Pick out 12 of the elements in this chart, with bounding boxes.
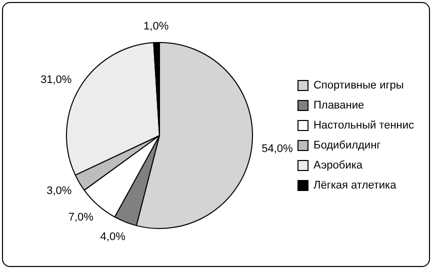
- legend-label: Настольный теннис: [313, 120, 414, 132]
- data-label: 4,0%: [100, 230, 126, 243]
- data-label: 31,0%: [40, 74, 72, 86]
- legend-label: Лёгкая атлетика: [313, 180, 398, 192]
- legend-label: Аэробика: [313, 160, 364, 172]
- data-label: 7,0%: [68, 211, 94, 224]
- legend-label: Плавание: [313, 100, 364, 112]
- legend-label: Бодибилдинг: [313, 140, 381, 152]
- data-label: 54,0%: [262, 143, 294, 156]
- data-label: 1,0%: [144, 20, 169, 33]
- data-label: 3,0%: [46, 185, 72, 198]
- legend-label: Спортивные игры: [313, 80, 404, 92]
